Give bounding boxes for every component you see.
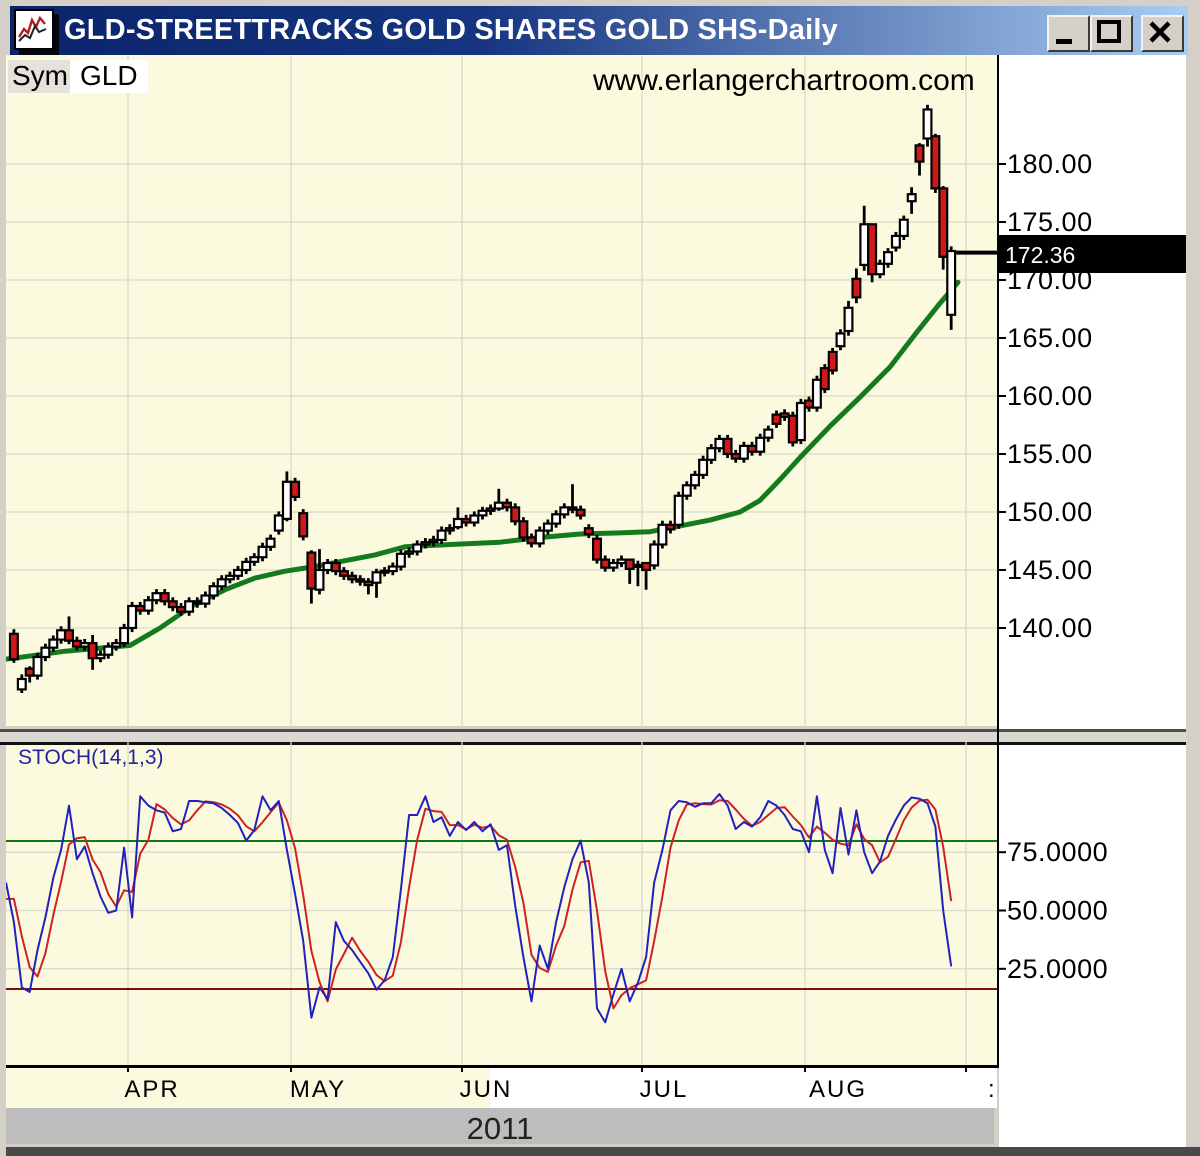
svg-text:JUL: JUL bbox=[640, 1076, 689, 1103]
svg-text:150.00: 150.00 bbox=[1007, 497, 1093, 527]
svg-text:180.00: 180.00 bbox=[1007, 149, 1093, 179]
svg-text:145.00: 145.00 bbox=[1007, 555, 1093, 585]
svg-text:AUG: AUG bbox=[809, 1076, 867, 1103]
svg-text:MAY: MAY bbox=[290, 1076, 346, 1103]
svg-text:75.0000: 75.0000 bbox=[1007, 837, 1108, 867]
svg-text:APR: APR bbox=[124, 1076, 179, 1103]
svg-text:160.00: 160.00 bbox=[1007, 381, 1093, 411]
svg-text:50.0000: 50.0000 bbox=[1007, 896, 1108, 926]
svg-text:155.00: 155.00 bbox=[1007, 439, 1093, 469]
svg-text:140.00: 140.00 bbox=[1007, 613, 1093, 643]
svg-text::: : bbox=[988, 1076, 995, 1103]
svg-text:25.0000: 25.0000 bbox=[1007, 954, 1108, 984]
svg-text:JUN: JUN bbox=[460, 1076, 513, 1103]
svg-text:165.00: 165.00 bbox=[1007, 323, 1093, 353]
svg-text:175.00: 175.00 bbox=[1007, 207, 1093, 237]
